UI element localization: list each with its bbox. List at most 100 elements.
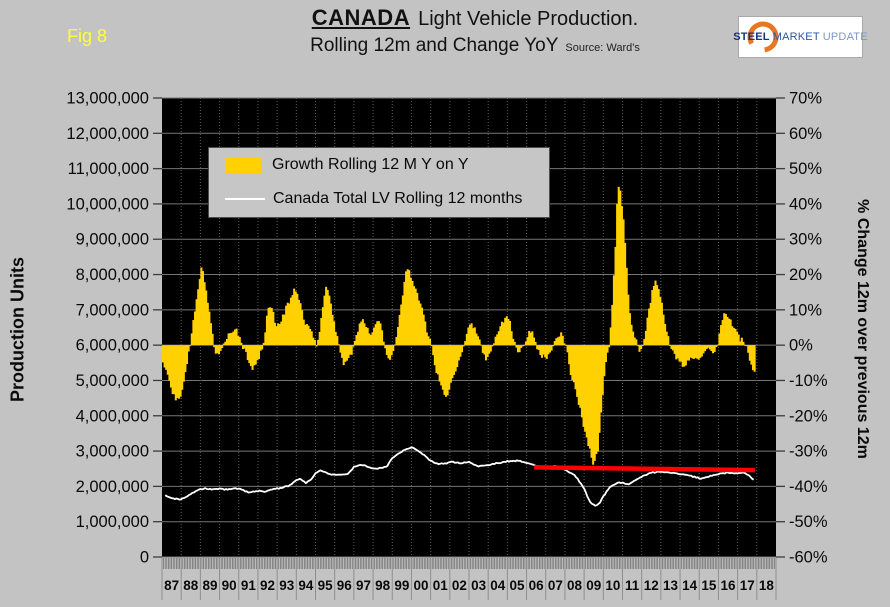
x-axis-tick-label: 10 [605, 578, 620, 593]
growth-bar [681, 345, 684, 367]
growth-bar [326, 290, 329, 346]
growth-bar [411, 280, 414, 346]
growth-bar [619, 190, 622, 346]
growth-bar [309, 329, 312, 346]
growth-bar [660, 302, 663, 346]
growth-bar [190, 333, 193, 346]
growth-bar [648, 308, 651, 346]
growth-bar [568, 345, 571, 365]
x-axis-tick-label: 00 [414, 578, 429, 593]
growth-bar [384, 345, 387, 349]
growth-bar [323, 295, 326, 346]
growth-bar [504, 317, 507, 346]
y-axis-tick-label-left: 13,000,000 [66, 90, 149, 108]
growth-bar [718, 333, 721, 346]
growth-bar [603, 345, 606, 377]
growth-bar [721, 319, 724, 346]
growth-bar [593, 345, 596, 461]
growth-bar [667, 336, 670, 346]
growth-bar [537, 345, 540, 350]
growth-bar [651, 290, 654, 346]
growth-bar [177, 345, 181, 399]
growth-bar [622, 219, 625, 346]
growth-bar [285, 305, 288, 346]
x-axis-tick-label: 87 [164, 578, 179, 593]
growth-bar [672, 345, 675, 351]
legend: Growth Rolling 12 M Y on Y Canada Total … [208, 147, 550, 218]
growth-bar [430, 345, 433, 347]
growth-bar [614, 246, 617, 346]
growth-bar [357, 331, 360, 346]
growth-bar [211, 333, 214, 346]
growth-bar [486, 345, 489, 358]
growth-bar [437, 345, 440, 375]
growth-bar [539, 345, 542, 356]
growth-bar [166, 345, 169, 375]
growth-bar [283, 314, 286, 346]
growth-bar [317, 339, 320, 346]
growth-bar [227, 333, 230, 346]
y-axis-tick-label-right: 40% [789, 195, 822, 213]
growth-bar [508, 320, 512, 346]
growth-bar [401, 295, 404, 346]
x-axis-tick-label: 91 [241, 578, 257, 593]
growth-bar [438, 345, 441, 382]
growth-bar [417, 300, 420, 346]
x-axis-tick-label: 04 [490, 578, 506, 593]
growth-bar [213, 345, 216, 348]
growth-bar [369, 334, 372, 346]
growth-bar [640, 345, 643, 350]
growth-bar [205, 290, 208, 346]
growth-bar [321, 307, 324, 346]
growth-bar [556, 337, 559, 346]
growth-bar [492, 343, 496, 346]
growth-bar [291, 295, 294, 346]
growth-bar [353, 340, 356, 346]
growth-bar [627, 294, 630, 346]
growth-bar [734, 328, 737, 346]
x-axis-tick-label: 94 [298, 578, 314, 593]
growth-bar [185, 345, 189, 365]
growth-bar [163, 345, 166, 368]
x-axis-tick-label: 95 [318, 578, 334, 593]
growth-bar [601, 345, 604, 395]
growth-bar [448, 345, 451, 390]
logo-swoosh-icon [747, 21, 779, 53]
growth-bar [225, 339, 229, 346]
growth-bar [502, 322, 505, 346]
y-axis-tick-label-left: 2,000,000 [76, 478, 149, 496]
y-axis-tick-label-left: 3,000,000 [76, 443, 149, 461]
y-axis-tick-label-left: 10,000,000 [66, 195, 149, 213]
growth-bar [445, 345, 448, 397]
growth-bar [496, 334, 499, 346]
growth-bar [281, 314, 284, 346]
growth-bar [395, 336, 398, 346]
growth-bar [702, 345, 705, 354]
growth-bar [312, 337, 315, 346]
legend-item-growth: Growth Rolling 12 M Y on Y [209, 148, 549, 182]
growth-bar [584, 345, 587, 432]
growth-bar [294, 291, 297, 346]
growth-bar [510, 331, 513, 346]
growth-bar [392, 345, 395, 352]
growth-bar [256, 345, 259, 361]
y-axis-tick-label-right: 30% [789, 231, 822, 249]
x-axis-tick-label: 08 [567, 578, 583, 593]
growth-bar [686, 345, 689, 361]
growth-bar [654, 280, 657, 346]
growth-bar [433, 345, 436, 366]
y-axis-tick-label-right: -10% [789, 372, 828, 390]
growth-bar [475, 333, 478, 346]
growth-bar [376, 321, 379, 346]
growth-bar [349, 345, 352, 355]
growth-bar [334, 331, 337, 346]
growth-bar [659, 296, 662, 346]
growth-bar [616, 203, 619, 346]
growth-bar [728, 318, 731, 346]
growth-bar [360, 321, 363, 346]
growth-bar [489, 345, 492, 352]
x-axis-tick-label: 09 [586, 578, 601, 593]
growth-bar [379, 323, 382, 346]
